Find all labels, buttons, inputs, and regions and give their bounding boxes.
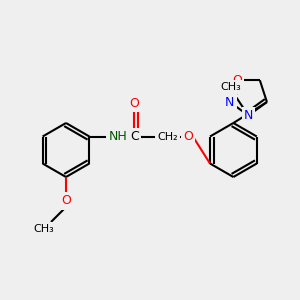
Text: CH₂: CH₂ bbox=[157, 131, 178, 142]
Text: O: O bbox=[129, 97, 139, 110]
Text: CH₃: CH₃ bbox=[220, 82, 241, 92]
Text: O: O bbox=[61, 194, 71, 208]
Text: N: N bbox=[225, 95, 235, 109]
Text: O: O bbox=[183, 130, 193, 143]
Text: O: O bbox=[232, 74, 242, 87]
Text: CH₃: CH₃ bbox=[33, 224, 54, 235]
Text: C: C bbox=[130, 130, 140, 143]
Text: NH: NH bbox=[109, 130, 127, 143]
Text: N: N bbox=[244, 109, 253, 122]
